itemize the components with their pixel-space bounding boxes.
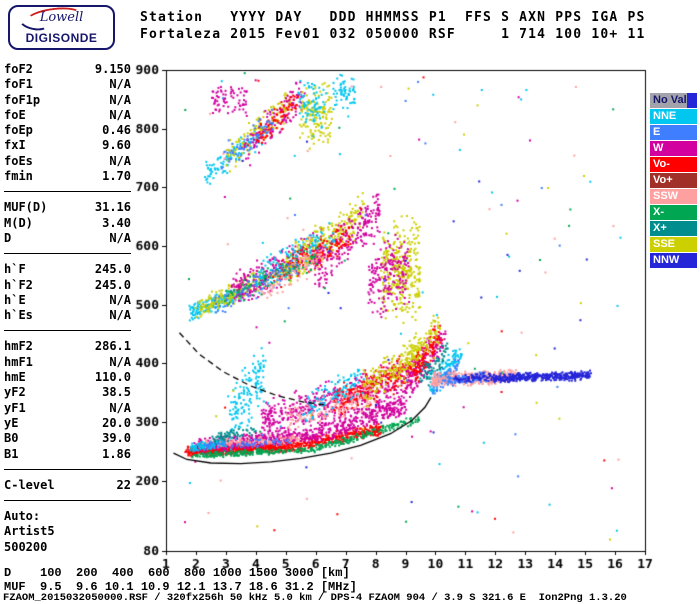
distance-row: D 100 200 400 600 800 1000 1500 3000 [km…: [4, 566, 350, 580]
legend-item-ssw: SSW: [650, 189, 697, 204]
legend-item-x+: X+: [650, 221, 697, 236]
file-info-footer: FZAOM_2015032050000.RSF / 320fx256h 50 k…: [3, 592, 627, 604]
legend-item-sse: SSE: [650, 237, 697, 252]
logo-digisonde-text: DIGISONDE: [25, 31, 98, 45]
legend-label: No Val: [650, 93, 687, 108]
muf-row: MUF 9.5 9.6 10.1 10.9 12.1 13.7 18.6 31.…: [4, 580, 357, 594]
legend-item-vo-: Vo-: [650, 157, 697, 172]
legend-item-nne: NNE: [650, 109, 697, 124]
lowell-digisonde-logo: Lowell DIGISONDE: [8, 4, 115, 50]
legend-item-nnw: NNW: [650, 253, 697, 268]
legend-item-vo+: Vo+: [650, 173, 697, 188]
legend-item-e: E: [650, 125, 697, 140]
direction-color-legend: No Val NNE E W Vo- Vo+ SSW X- X+ SSE NNW: [650, 93, 697, 269]
legend-item-noval: No Val: [650, 93, 697, 108]
legend-swatch: [686, 93, 697, 108]
legend-item-w: W: [650, 141, 697, 156]
legend-item-x-: X-: [650, 205, 697, 220]
logo-lowell-text: Lowell: [39, 10, 84, 25]
